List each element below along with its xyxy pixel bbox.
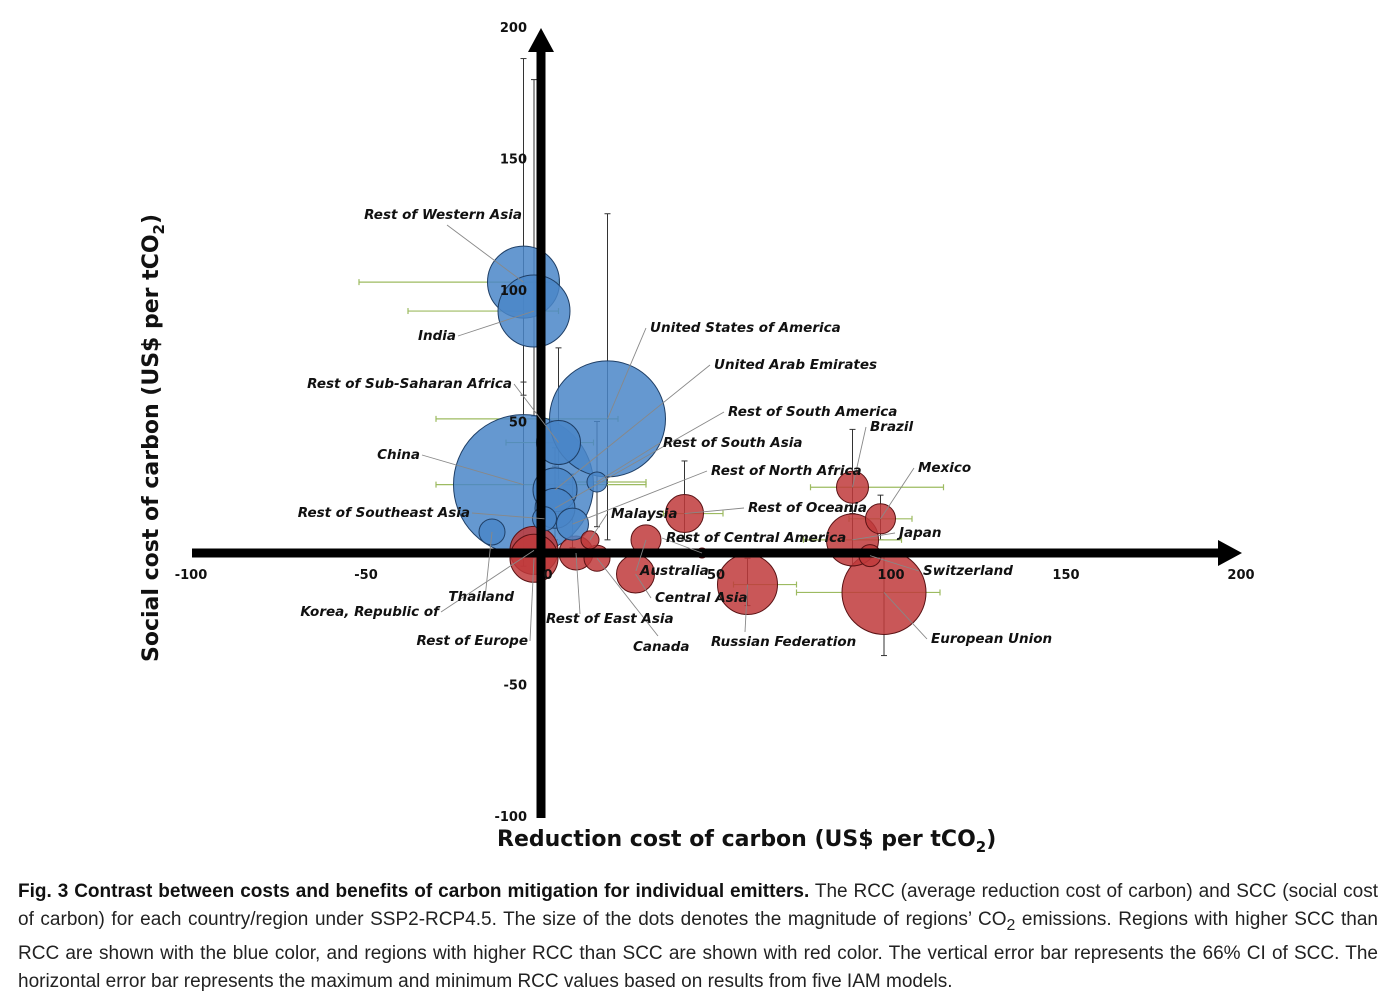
y-axis-arrow (528, 28, 554, 52)
european-union-label: European Union (931, 631, 1052, 647)
tick-labels-layer: -100 -50 0 50 100 150 200 200 150 100 50 -50 -100 (175, 21, 1255, 825)
european-union-leader-line (883, 592, 928, 640)
canada-label: Canada (633, 639, 690, 655)
caption-heading: Fig. 3 Contrast between costs and benefi… (18, 881, 810, 902)
switzerland-leader-line (869, 555, 920, 572)
rest-of-central-america-label: Rest of Central America (666, 530, 846, 546)
brazil-leader-line (852, 426, 867, 488)
scatter-chart: -100 -50 0 50 100 150 200 200 150 100 50 -50 -100 Re… (139, 21, 1255, 856)
canada-leader-line (596, 557, 659, 637)
india-label: India (418, 328, 456, 344)
thailand-leader-line (484, 531, 493, 599)
caption-body-1: The RCC (average reduction cost of carbo… (18, 881, 1378, 930)
united-states-of-america-label: United States of America (650, 320, 841, 336)
rest-of-south-asia-label: Rest of South Asia (663, 435, 803, 451)
australia-label: Australia (639, 563, 709, 579)
mexico-leader-line (880, 467, 915, 520)
malaysia-label: Malaysia (611, 506, 677, 522)
rest-of-southeast-asia-label: Rest of Southeast Asia (298, 505, 470, 521)
rest-of-north-africa-leader-line (572, 470, 708, 525)
korea-republic-of-leader-line (440, 549, 535, 613)
korea-republic-of-label: Korea, Republic of (300, 604, 441, 620)
brazil-label: Brazil (870, 419, 914, 435)
rest-of-south-america-label: Rest of South America (728, 404, 897, 420)
x-tick-label: -50 (354, 568, 378, 583)
rest-of-western-asia-label: Rest of Western Asia (364, 207, 522, 223)
x-tick-label: -100 (175, 568, 208, 583)
india-leader-line (457, 310, 535, 337)
rest-of-east-asia-leader-line (575, 552, 581, 615)
rest-of-sub-saharan-africa-label: Rest of Sub-Saharan Africa (307, 376, 512, 392)
united-arab-emirates-leader-line (554, 364, 711, 491)
x-tick-label: 0 (543, 568, 552, 583)
x-tick-label: 100 (877, 568, 904, 583)
china-leader-line (421, 454, 524, 486)
rest-of-south-america-leader-line (554, 411, 725, 509)
japan-label: Japan (896, 525, 942, 541)
mexico-label: Mexico (918, 460, 971, 476)
rest-of-southeast-asia-leader-line (471, 512, 545, 520)
point-labels-layer: Rest of Western Asia India Rest of Sub-Sah… (298, 207, 1052, 655)
thailand-label: Thailand (448, 589, 514, 605)
united-arab-emirates-label: United Arab Emirates (714, 357, 877, 373)
x-axis-title: Reduction cost of carbon (US$ per tCO2) (497, 827, 996, 856)
y-tick-label: 200 (500, 21, 527, 36)
x-tick-label: 200 (1227, 568, 1254, 583)
y-tick-label: 100 (500, 284, 527, 299)
central-asia-leader-line (635, 573, 652, 599)
y-tick-label: -100 (494, 810, 527, 825)
y-axis-title: Social cost of carbon (US$ per tCO2) (139, 214, 168, 662)
y-tick-label: 50 (509, 416, 527, 431)
rest-of-north-africa-label: Rest of North Africa (711, 463, 862, 479)
malaysia-leader-line (589, 513, 608, 541)
australia-leader-line (635, 539, 647, 572)
rest-of-central-america-leader-line (661, 537, 703, 554)
x-tick-label: 150 (1052, 568, 1079, 583)
rest-of-south-asia-leader-line (596, 442, 661, 483)
y-tick-label: 150 (500, 153, 527, 168)
rest-of-oceania-leader-line (684, 507, 745, 514)
y-tick-label: -50 (504, 679, 528, 694)
central-asia-label: Central Asia (655, 590, 747, 606)
leader-lines-layer (421, 224, 928, 642)
japan-leader-line (852, 532, 896, 541)
rest-of-western-asia-leader-line (446, 224, 524, 283)
caption-subscript: 2 (1006, 916, 1016, 934)
axes-layer (192, 28, 1242, 818)
rest-of-europe-leader-line (529, 558, 535, 642)
rest-of-sub-saharan-africa-leader-line (513, 383, 559, 443)
china-label: China (377, 447, 420, 463)
x-tick-label: 50 (707, 568, 725, 583)
x-axis-arrow (1218, 540, 1242, 566)
rest-of-east-asia-label: Rest of East Asia (546, 611, 674, 627)
united-states-of-america-leader-line (607, 327, 647, 420)
figure-caption: Fig. 3 Contrast between costs and benefi… (18, 878, 1378, 996)
switzerland-label: Switzerland (923, 563, 1013, 579)
rest-of-europe-label: Rest of Europe (416, 633, 528, 649)
russian-federation-label: Russian Federation (711, 634, 856, 650)
caption-body-2: emissions. Regions with higher SCC than … (18, 909, 1378, 992)
russian-federation-leader-line (744, 584, 748, 633)
rest-of-oceania-label: Rest of Oceania (748, 500, 867, 516)
